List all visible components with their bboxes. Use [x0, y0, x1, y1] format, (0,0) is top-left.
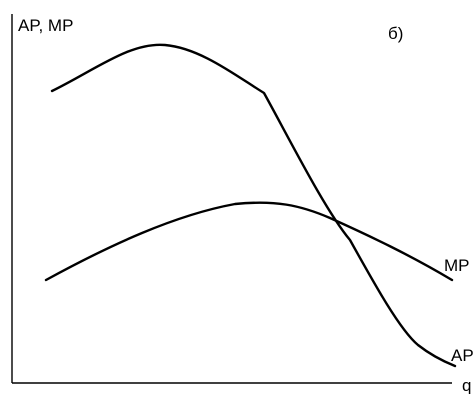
- y-axis-label: AP, MP: [18, 16, 73, 35]
- mp-curve-label: MP: [444, 256, 470, 275]
- mp-curve: [44, 201, 454, 282]
- panel-label: б): [388, 24, 403, 43]
- ap-curve-label: AP: [451, 346, 474, 365]
- x-axis-label: q: [462, 376, 471, 394]
- ap-curve: [50, 43, 457, 368]
